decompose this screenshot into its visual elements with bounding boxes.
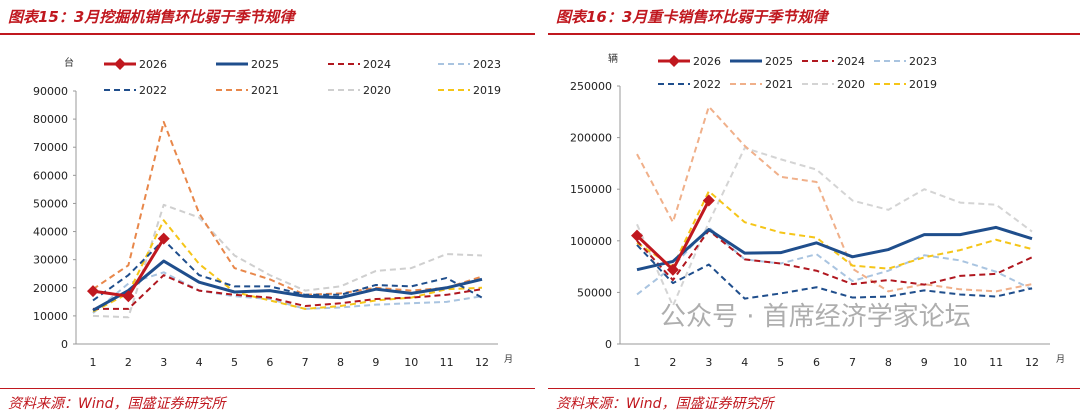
chart2-source: 资料来源：Wind，国盛证券研究所 <box>556 396 774 412</box>
legend-marker-2026 <box>668 55 680 67</box>
data-marker-2026 <box>631 229 643 242</box>
y-tick-label: 250000 <box>570 80 612 93</box>
x-tick-label: 3 <box>160 356 167 369</box>
series-line-2023 <box>92 271 483 314</box>
y-tick-label: 100000 <box>570 235 612 248</box>
series-line-2024 <box>93 274 483 310</box>
x-axis-unit: 月 <box>1056 354 1065 365</box>
x-tick-label: 12 <box>1025 356 1039 369</box>
y-tick-label: 90000 <box>33 85 68 98</box>
series-line-2021 <box>92 120 483 296</box>
excavator-sales-chart: 台月 0 10000 20000 30000 40000 50000 60000 70000 80… <box>33 56 513 369</box>
y-tick-label: 60000 <box>33 169 68 182</box>
y-tick-label: 70000 <box>33 141 68 154</box>
legend-marker-2026 <box>114 58 126 70</box>
data-marker-2026 <box>87 285 99 298</box>
legend-label-2020: 2020 <box>837 78 865 91</box>
series-line-2021 <box>636 105 1033 293</box>
x-tick-label: 4 <box>196 356 203 369</box>
legend-label-2020: 2020 <box>363 84 391 97</box>
x-tick-label: 8 <box>337 356 344 369</box>
x-tick-label: 6 <box>266 356 273 369</box>
data-marker-2026 <box>157 232 170 245</box>
data-marker-2026 <box>666 263 679 276</box>
y-tick-label: 20000 <box>33 282 68 295</box>
y-axis-unit: 台 <box>64 56 74 69</box>
x-tick-label: 7 <box>849 356 856 369</box>
x-tick-label: 12 <box>475 356 489 369</box>
legend-label-2023: 2023 <box>909 55 937 68</box>
data-marker-2026 <box>702 194 715 207</box>
y-tick-label: 0 <box>605 338 612 351</box>
legend-label-2026: 2026 <box>139 58 167 71</box>
chart1-footer-divider <box>0 388 535 389</box>
series-line-2026 <box>92 237 166 298</box>
legend-label-2024: 2024 <box>363 58 391 71</box>
series-line-2022 <box>636 244 1033 300</box>
legend-label-2022: 2022 <box>139 84 167 97</box>
chart2-title: 图表16：3月重卡销售环比弱于季节规律 <box>556 8 828 26</box>
series-line-2025 <box>636 225 1033 272</box>
x-tick-label: 11 <box>989 356 1003 369</box>
chart2-title-divider <box>548 33 1080 35</box>
x-axis-unit: 月 <box>504 354 513 365</box>
data-marker-2026 <box>122 290 135 303</box>
x-tick-label: 6 <box>813 356 820 369</box>
x-tick-label: 2 <box>669 356 676 369</box>
x-tick-label: 3 <box>705 356 712 369</box>
x-tick-label: 10 <box>404 356 418 369</box>
x-tick-label: 8 <box>885 356 892 369</box>
x-tick-label: 1 <box>90 356 97 369</box>
chart1-title-divider <box>0 33 535 35</box>
x-tick-label: 9 <box>921 356 928 369</box>
legend-label-2021: 2021 <box>251 84 279 97</box>
x-tick-label: 11 <box>440 356 454 369</box>
legend-label-2019: 2019 <box>473 84 501 97</box>
y-axis-unit: 辆 <box>608 52 618 65</box>
chart2-footer-divider <box>548 388 1080 389</box>
series-line-2019 <box>92 219 483 313</box>
x-tick-label: 4 <box>741 356 748 369</box>
chart1-source: 资料来源：Wind，国盛证券研究所 <box>8 396 226 412</box>
y-tick-label: 50000 <box>33 197 68 210</box>
y-tick-label: 0 <box>61 338 68 351</box>
y-tick-label: 10000 <box>33 310 68 323</box>
y-tick-label: 200000 <box>570 132 612 145</box>
legend-label-2025: 2025 <box>765 55 793 68</box>
x-tick-label: 5 <box>777 356 784 369</box>
series-line-2020 <box>92 203 483 319</box>
x-tick-label: 9 <box>372 356 379 369</box>
y-tick-label: 30000 <box>33 254 68 267</box>
series-line-2019 <box>636 190 1033 270</box>
watermark: 公众号 · 首席经济学家论坛 <box>660 302 971 332</box>
series-line-2026 <box>635 199 711 272</box>
series-line-2025 <box>92 259 483 312</box>
legend-label-2025: 2025 <box>251 58 279 71</box>
x-tick-label: 7 <box>302 356 309 369</box>
legend-label-2019: 2019 <box>909 78 937 91</box>
y-tick-label: 50000 <box>577 286 612 299</box>
legend-label-2026: 2026 <box>693 55 721 68</box>
y-tick-label: 150000 <box>570 183 612 196</box>
y-tick-label: 80000 <box>33 113 68 126</box>
legend-label-2023: 2023 <box>473 58 501 71</box>
y-tick-label: 40000 <box>33 226 68 239</box>
series-line-2023 <box>636 226 1033 296</box>
x-tick-label: 5 <box>231 356 238 369</box>
x-tick-label: 1 <box>634 356 641 369</box>
x-tick-label: 10 <box>953 356 967 369</box>
chart1-title: 图表15：3月挖掘机销售环比弱于季节规律 <box>8 8 295 26</box>
legend-label-2022: 2022 <box>693 78 721 91</box>
x-tick-label: 2 <box>125 356 132 369</box>
legend-label-2024: 2024 <box>837 55 865 68</box>
legend-label-2021: 2021 <box>765 78 793 91</box>
series-line-2024 <box>636 229 1033 286</box>
